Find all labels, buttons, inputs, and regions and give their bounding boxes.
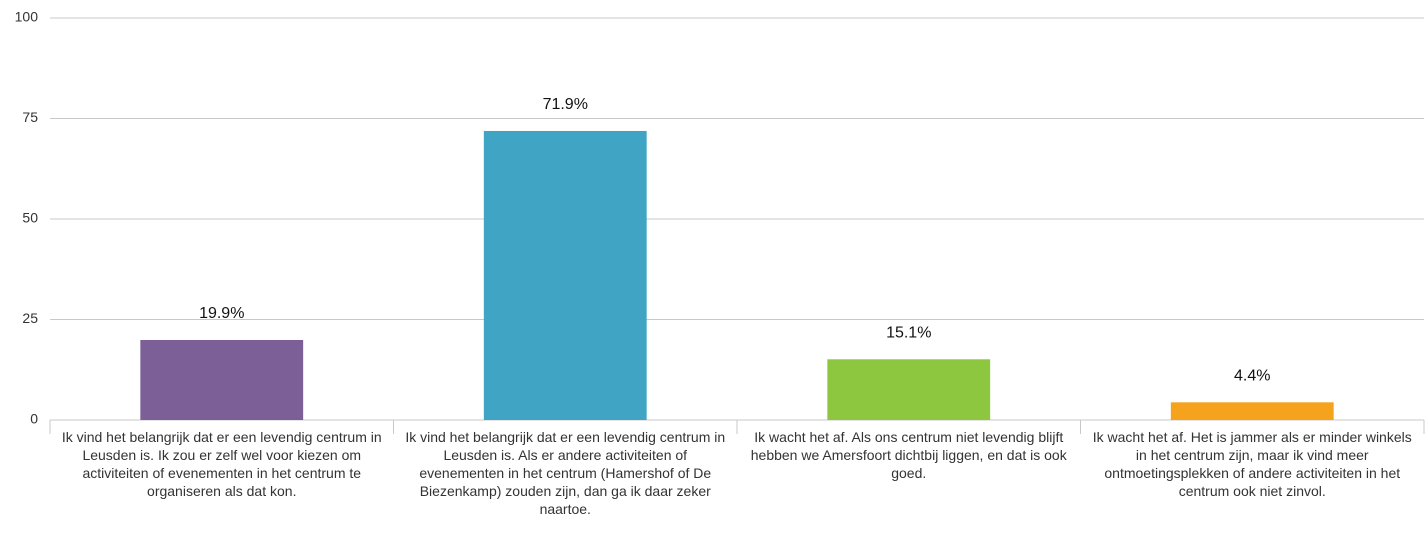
value-label: 19.9% (199, 305, 244, 322)
y-tick-label: 50 (22, 210, 38, 226)
x-tick-label: Ik wacht het af. Als ons centrum niet le… (750, 429, 1067, 481)
y-tick-label: 100 (15, 9, 39, 25)
value-label: 71.9% (543, 96, 588, 113)
value-label: 15.1% (886, 325, 931, 342)
y-tick-label: 0 (30, 411, 38, 427)
value-label: 4.4% (1234, 368, 1270, 385)
y-tick-label: 25 (22, 310, 38, 326)
bar (140, 340, 304, 420)
x-tick-label: Ik vind het belangrijk dat er een levend… (405, 429, 726, 517)
bar (827, 359, 991, 420)
x-tick-label: Ik vind het belangrijk dat er een levend… (61, 429, 382, 499)
bar (1170, 402, 1334, 420)
y-tick-label: 75 (22, 109, 38, 125)
x-tick-label: Ik wacht het af. Het is jammer als er mi… (1092, 429, 1412, 499)
bar (483, 130, 647, 420)
